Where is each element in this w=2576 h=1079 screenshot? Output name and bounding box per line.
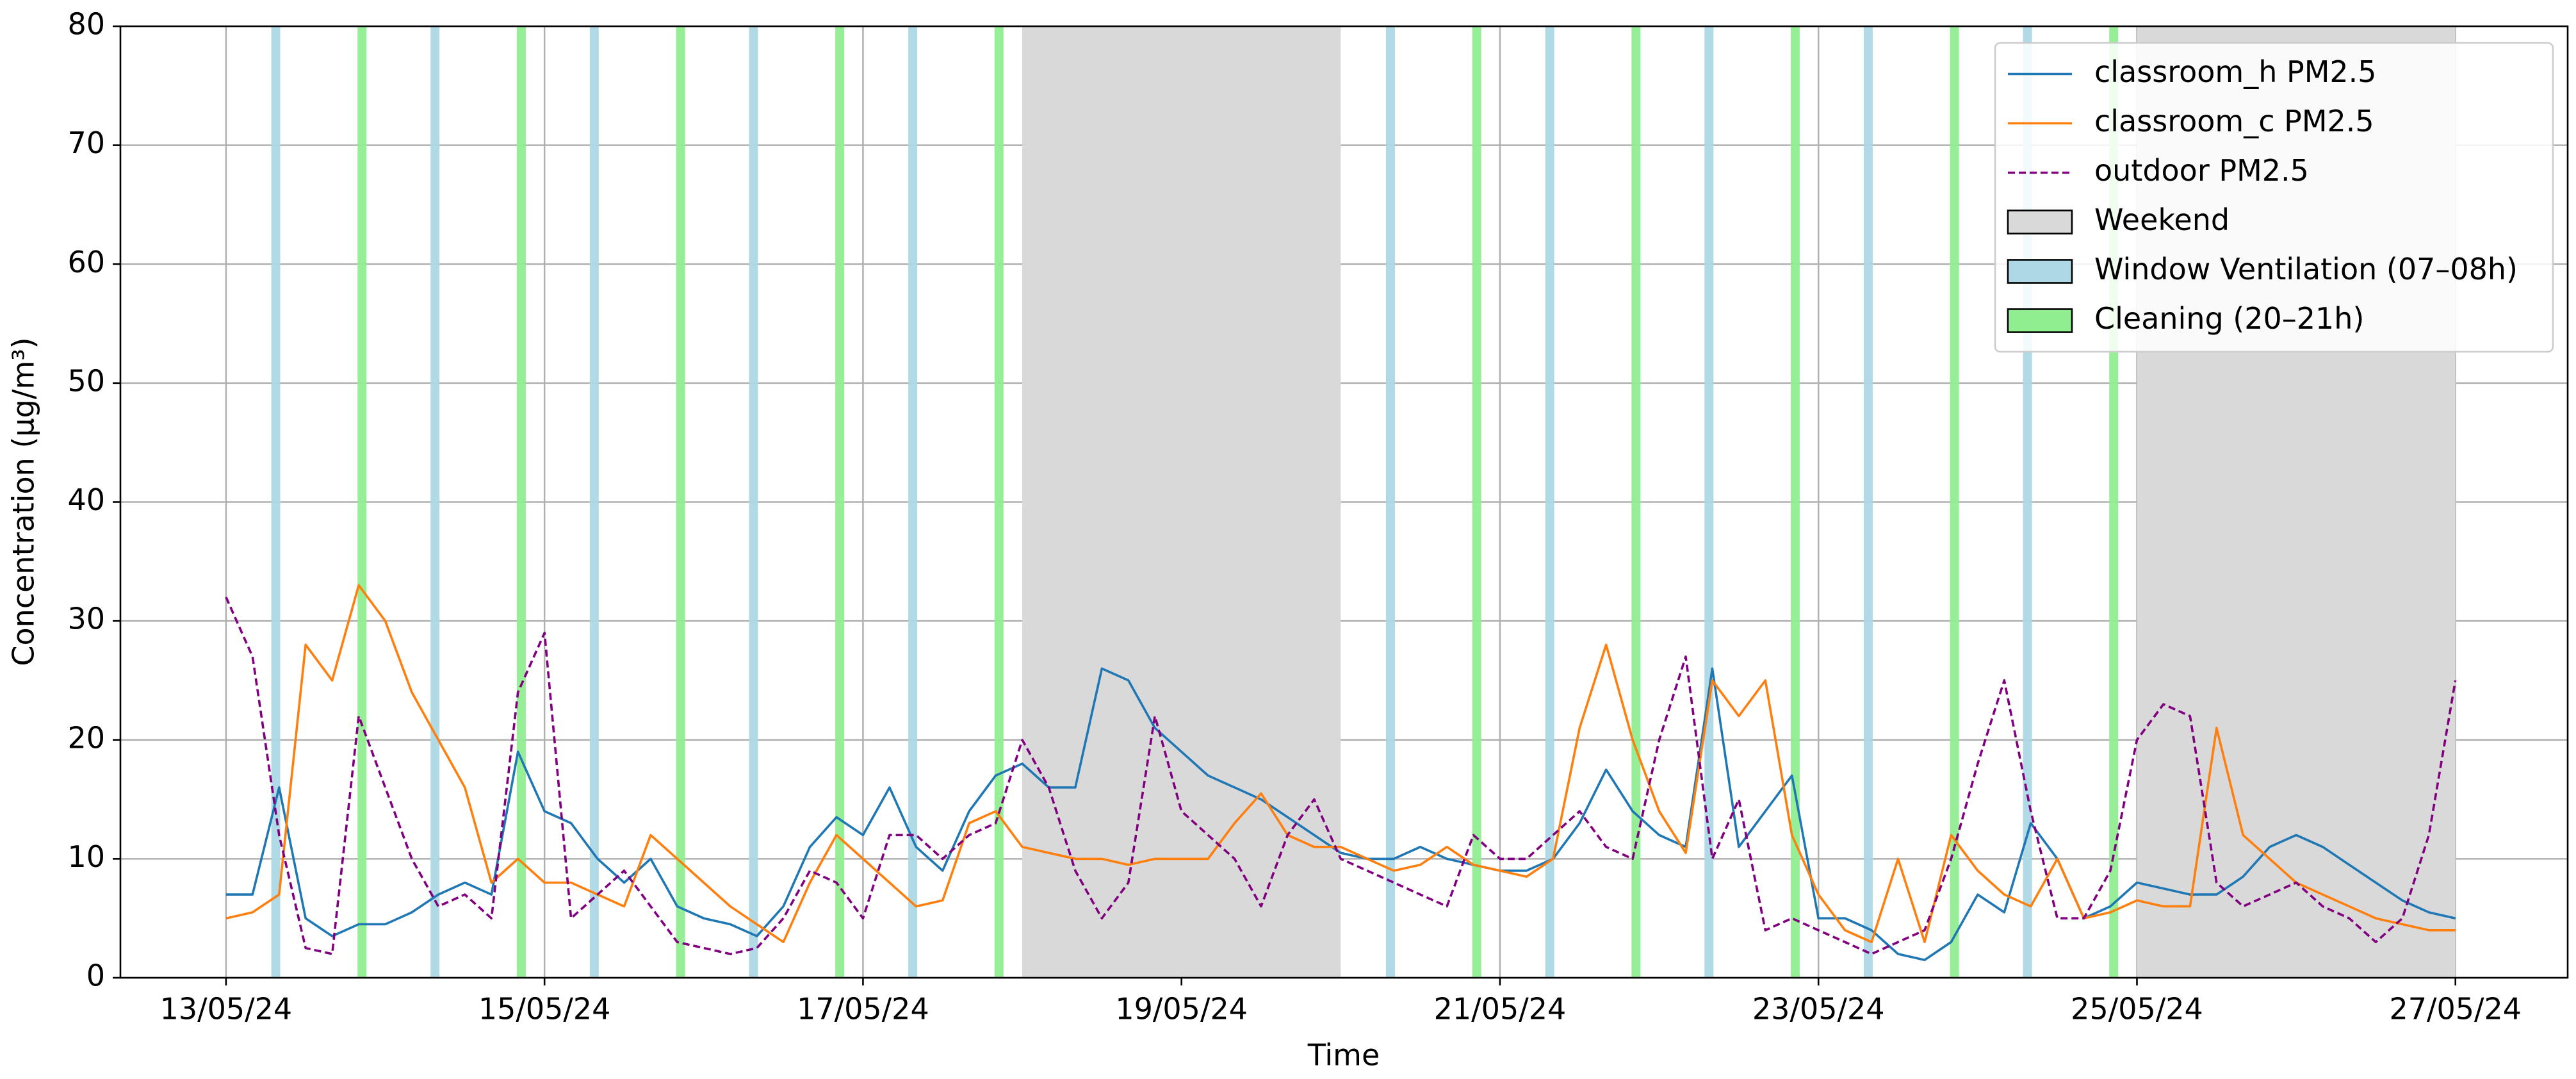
legend-label: outdoor PM2.5: [2094, 153, 2309, 188]
shaded-span: [1022, 26, 1341, 978]
y-tick-label: 10: [67, 839, 105, 874]
shaded-span: [1545, 26, 1554, 978]
x-tick-label: 21/05/24: [1434, 992, 1567, 1026]
shaded-span: [1704, 26, 1714, 978]
x-tick-label: 13/05/24: [160, 992, 293, 1026]
series-line: [225, 597, 2457, 955]
legend-label: Weekend: [2094, 202, 2230, 237]
shaded-span: [749, 26, 758, 978]
y-tick-label: 80: [67, 7, 105, 42]
shaded-span: [271, 26, 281, 978]
y-tick-label: 20: [67, 720, 105, 755]
legend-swatch: [2007, 308, 2073, 333]
y-tick-label: 70: [67, 126, 105, 160]
shaded-span: [1790, 26, 1800, 978]
shaded-span: [835, 26, 845, 978]
shaded-span: [994, 26, 1004, 978]
shaded-span: [1472, 26, 1481, 978]
legend-label: Window Ventilation (07–08h): [2094, 252, 2518, 286]
x-tick-label: 27/05/24: [2389, 992, 2522, 1026]
legend-label: classroom_c PM2.5: [2094, 104, 2374, 138]
legend-label: Cleaning (20–21h): [2094, 301, 2364, 336]
y-tick-label: 60: [67, 245, 105, 279]
x-tick-label: 17/05/24: [797, 992, 929, 1026]
legend-label: classroom_h PM2.5: [2094, 54, 2377, 89]
x-tick-label: 25/05/24: [2071, 992, 2203, 1026]
shaded-span: [1863, 26, 1873, 978]
shaded-span: [1950, 26, 1959, 978]
y-tick-label: 40: [67, 482, 105, 517]
legend-swatch: [2007, 259, 2073, 284]
legend-swatch: [2007, 210, 2073, 235]
shaded-span: [430, 26, 440, 978]
legend-box: [1994, 42, 2554, 353]
x-tick-label: 15/05/24: [478, 992, 611, 1026]
y-tick-label: 50: [67, 363, 105, 398]
y-tick-label: 30: [67, 602, 105, 636]
shaded-span: [908, 26, 918, 978]
shaded-span: [1386, 26, 1396, 978]
y-axis-label: Concentration (μg/m³): [6, 337, 41, 666]
x-axis-label: Time: [1307, 1038, 1380, 1073]
x-tick-label: 19/05/24: [1115, 992, 1248, 1026]
y-tick-label: 0: [86, 959, 105, 993]
shaded-span: [676, 26, 685, 978]
x-tick-label: 23/05/24: [1752, 992, 1885, 1026]
shaded-span: [589, 26, 599, 978]
shaded-span: [357, 26, 367, 978]
shaded-span: [516, 26, 526, 978]
